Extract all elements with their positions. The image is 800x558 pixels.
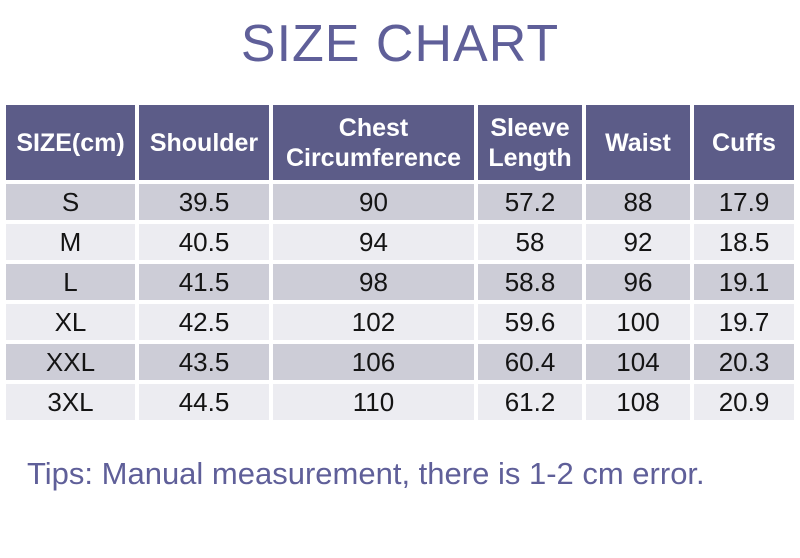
column-header-size: SIZE(cm) bbox=[6, 105, 139, 182]
size-chart-table: SIZE(cm) Shoulder Chest Circumference Sl… bbox=[6, 105, 794, 420]
column-header-sleeve-length: Sleeve Length bbox=[476, 105, 586, 182]
column-header-cuffs: Cuffs bbox=[692, 105, 794, 182]
cell-sleeve: 58 bbox=[476, 220, 586, 262]
cell-waist: 104 bbox=[584, 340, 694, 382]
cell-waist: 100 bbox=[584, 300, 694, 342]
cell-sleeve: 59.6 bbox=[476, 300, 586, 342]
cell-shoulder: 42.5 bbox=[137, 300, 273, 342]
cell-chest: 90 bbox=[271, 180, 478, 222]
page-title: SIZE CHART bbox=[240, 15, 560, 73]
table-row-xxl: XXL 43.5 106 60.4 104 20.3 bbox=[6, 340, 794, 382]
cell-shoulder: 44.5 bbox=[137, 380, 273, 420]
cell-waist: 92 bbox=[584, 220, 694, 262]
cell-sleeve: 61.2 bbox=[476, 380, 586, 420]
cell-chest: 102 bbox=[271, 300, 478, 342]
column-header-shoulder: Shoulder bbox=[137, 105, 273, 182]
size-chart-page: SIZE CHART SIZE(cm) Shoulder Chest Circu… bbox=[6, 15, 794, 491]
cell-cuffs: 20.9 bbox=[692, 380, 794, 420]
cell-size: L bbox=[6, 260, 139, 302]
cell-size: S bbox=[6, 180, 139, 222]
cell-cuffs: 18.5 bbox=[692, 220, 794, 262]
cell-sleeve: 57.2 bbox=[476, 180, 586, 222]
cell-size: M bbox=[6, 220, 139, 262]
cell-chest: 94 bbox=[271, 220, 478, 262]
cell-cuffs: 19.7 bbox=[692, 300, 794, 342]
cell-cuffs: 17.9 bbox=[692, 180, 794, 222]
cell-chest: 106 bbox=[271, 340, 478, 382]
header-row: SIZE(cm) Shoulder Chest Circumference Sl… bbox=[6, 105, 794, 182]
cell-waist: 108 bbox=[584, 380, 694, 420]
table-row-s: S 39.5 90 57.2 88 17.9 bbox=[6, 180, 794, 222]
cell-sleeve: 60.4 bbox=[476, 340, 586, 382]
cell-chest: 110 bbox=[271, 380, 478, 420]
table-row-xl: XL 42.5 102 59.6 100 19.7 bbox=[6, 300, 794, 342]
table-row-3xl: 3XL 44.5 110 61.2 108 20.9 bbox=[6, 380, 794, 420]
column-header-waist: Waist bbox=[584, 105, 694, 182]
cell-shoulder: 41.5 bbox=[137, 260, 273, 302]
tip-note: Tips: Manual measurement, there is 1-2 c… bbox=[27, 456, 705, 491]
table-row-l: L 41.5 98 58.8 96 19.1 bbox=[6, 260, 794, 302]
cell-shoulder: 43.5 bbox=[137, 340, 273, 382]
cell-size: XL bbox=[6, 300, 139, 342]
column-header-chest-circumference: Chest Circumference bbox=[271, 105, 478, 182]
cell-cuffs: 20.3 bbox=[692, 340, 794, 382]
cell-cuffs: 19.1 bbox=[692, 260, 794, 302]
table-row-m: M 40.5 94 58 92 18.5 bbox=[6, 220, 794, 262]
cell-chest: 98 bbox=[271, 260, 478, 302]
cell-waist: 88 bbox=[584, 180, 694, 222]
cell-sleeve: 58.8 bbox=[476, 260, 586, 302]
cell-shoulder: 39.5 bbox=[137, 180, 273, 222]
cell-size: 3XL bbox=[6, 380, 139, 420]
cell-waist: 96 bbox=[584, 260, 694, 302]
cell-size: XXL bbox=[6, 340, 139, 382]
cell-shoulder: 40.5 bbox=[137, 220, 273, 262]
